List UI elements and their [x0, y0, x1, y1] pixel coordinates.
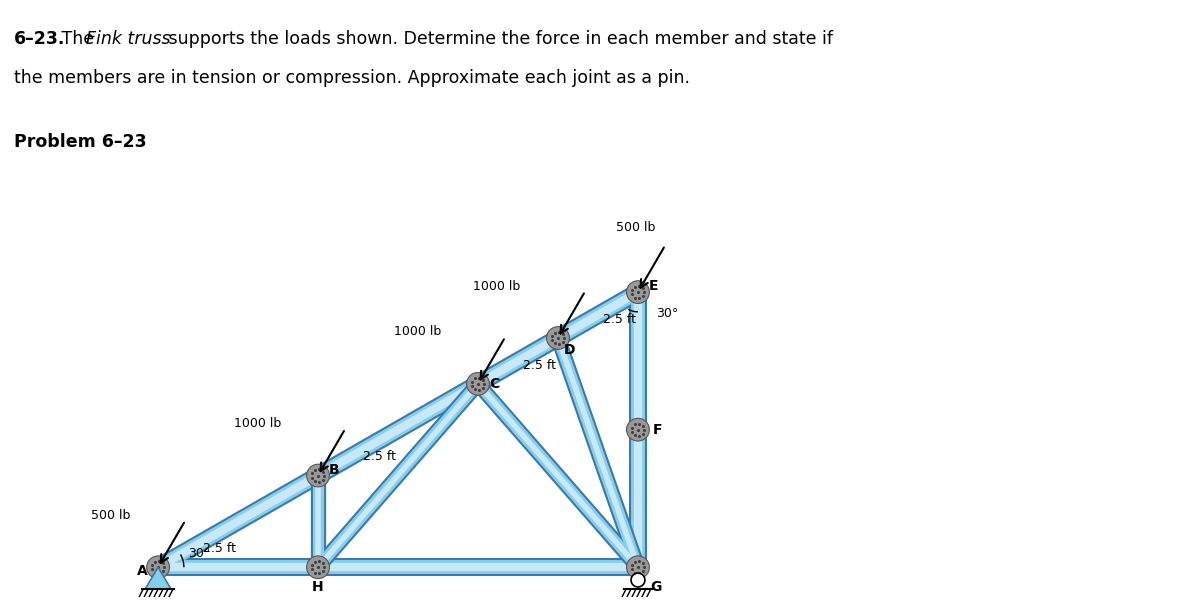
Circle shape: [546, 326, 570, 349]
Text: 1000 lb: 1000 lb: [394, 325, 440, 338]
Text: 500 lb: 500 lb: [91, 509, 131, 522]
Text: B: B: [329, 463, 340, 477]
Text: Fink truss: Fink truss: [85, 30, 170, 48]
Text: 500 lb: 500 lb: [616, 221, 655, 234]
Text: 2.5 ft: 2.5 ft: [523, 359, 556, 371]
Text: the members are in tension or compression. Approximate each joint as a pin.: the members are in tension or compressio…: [14, 69, 690, 87]
Text: Problem 6–23: Problem 6–23: [14, 133, 146, 151]
Text: E: E: [649, 279, 659, 293]
Text: 1000 lb: 1000 lb: [234, 417, 281, 430]
Text: 1000 lb: 1000 lb: [474, 279, 521, 293]
Circle shape: [307, 464, 330, 487]
Text: D: D: [564, 343, 576, 357]
Text: The: The: [56, 30, 100, 48]
Text: F: F: [653, 423, 662, 437]
Circle shape: [467, 373, 490, 395]
Text: 2.5 ft: 2.5 ft: [604, 313, 636, 326]
Text: 30°: 30°: [656, 307, 678, 320]
Text: supports the loads shown. Determine the force in each member and state if: supports the loads shown. Determine the …: [163, 30, 833, 48]
Polygon shape: [145, 567, 170, 589]
Text: 6–23.: 6–23.: [14, 30, 66, 48]
Text: A: A: [137, 564, 148, 578]
Circle shape: [626, 418, 649, 441]
Text: 30°: 30°: [188, 548, 210, 560]
Circle shape: [626, 281, 649, 304]
Circle shape: [626, 556, 649, 579]
Circle shape: [146, 556, 169, 579]
Text: 2.5 ft: 2.5 ft: [203, 542, 236, 555]
Text: H: H: [312, 580, 324, 594]
Text: 2.5 ft: 2.5 ft: [364, 450, 396, 463]
Text: C: C: [488, 377, 499, 391]
Circle shape: [631, 573, 644, 587]
Text: G: G: [650, 580, 661, 594]
Circle shape: [307, 556, 330, 579]
